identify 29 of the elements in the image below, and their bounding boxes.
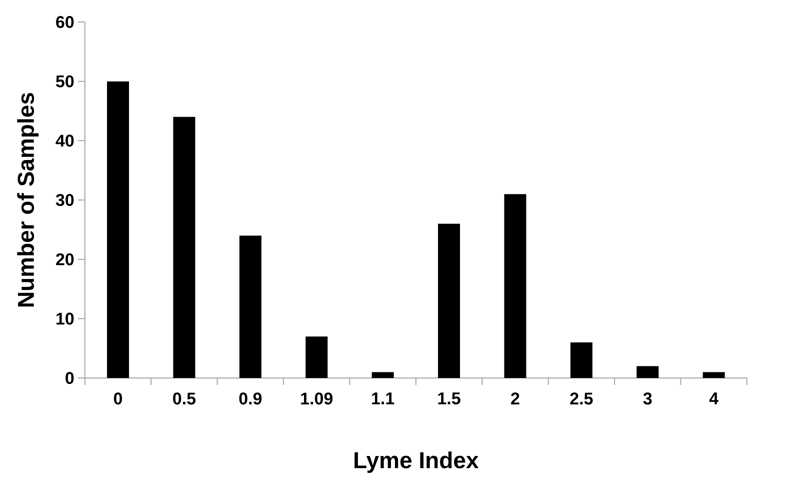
x-tick-label: 2 [511,392,520,404]
x-tick-label: 1.5 [438,392,460,404]
y-tick-label: 30 [56,194,74,206]
y-tick-label: 40 [56,134,74,147]
bar [438,224,460,378]
y-tick-label: 20 [56,253,74,266]
x-axis-title: Lyme Index [354,451,479,473]
bar [173,116,196,378]
x-tick-label: 4 [709,392,718,404]
x-tick-label: 1.09 [301,392,333,405]
bar [570,342,592,378]
bar [702,372,725,378]
bar [636,366,659,378]
bar [107,81,130,378]
bar [504,194,526,378]
x-tick-label: 1.1 [372,392,394,404]
y-tick-label: 50 [56,75,74,88]
bar [372,372,394,378]
y-tick-label: 0 [66,372,74,384]
y-tick-label: 10 [56,312,74,325]
x-tick-label: 2.5 [570,392,593,405]
y-axis-title: Number of Samples [17,92,39,306]
y-tick-label: 60 [56,16,74,28]
x-tick-label: 0.9 [239,392,262,405]
bar [239,236,262,378]
x-tick-label: 0.5 [173,392,196,405]
x-tick-label: 3 [643,392,652,405]
bar [306,336,328,378]
x-tick-label: 0 [114,392,122,405]
